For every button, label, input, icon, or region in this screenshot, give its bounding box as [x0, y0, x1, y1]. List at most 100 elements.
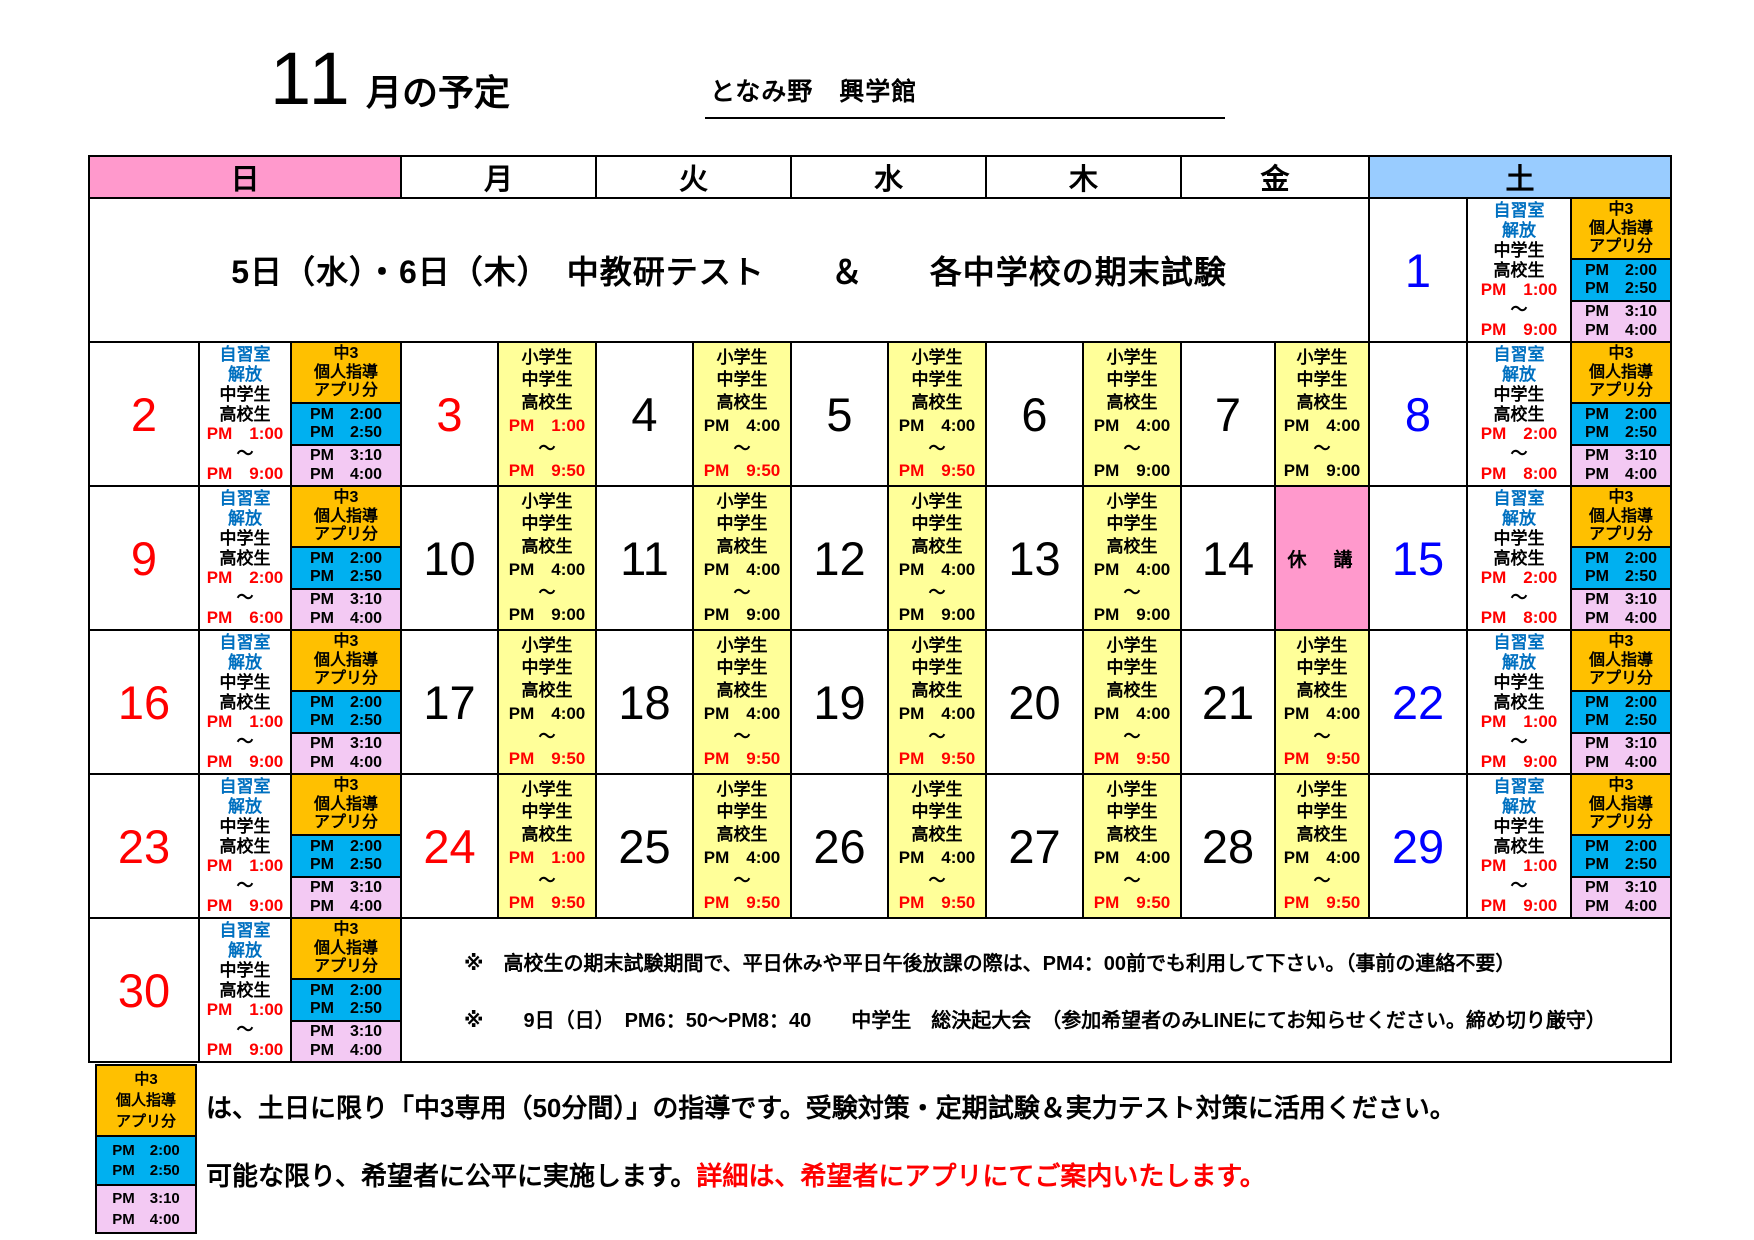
lesson-start-time: PM 4:00: [703, 703, 781, 723]
self-study-label: 中学生: [219, 816, 271, 836]
self-study-label: 中学生: [219, 528, 271, 548]
chu3-23-slot1-line: PM 2:50: [309, 856, 383, 874]
day-number-4: 4: [597, 343, 692, 485]
time-range-tilde: ～: [928, 438, 946, 458]
chu3-9-slot2: PM 3:10 PM 4:00: [292, 589, 400, 629]
self-study-schedule-22: 自習室 解放 中学生 高校生 PM 1:00 ～ PM 9:00: [1468, 631, 1570, 773]
chu3-2-header-line: 中3: [333, 344, 359, 362]
chu3-9-slot1-line: PM 2:50: [309, 568, 383, 586]
lesson-schedule-4: 小学生 中学生 高校生 PM 4:00 ～ PM 9:50: [694, 343, 790, 485]
self-study-label: 解放: [228, 508, 262, 528]
chu3-15-slot1: PM 2:00 PM 2:50: [1572, 548, 1670, 588]
self-study-end-time: PM 6:00: [206, 608, 284, 628]
time-range-tilde: ～: [733, 726, 751, 746]
weekday-header-tue: 火: [597, 157, 790, 197]
chu3-30-header-line: 中3: [333, 920, 359, 938]
lesson-end-time: PM 9:50: [898, 893, 976, 913]
day-number-27: 27: [987, 775, 1082, 917]
lesson-label: 小学生: [1106, 347, 1158, 367]
note-line-2: ※ 9日（日） PM6：50～PM8：40 中学生 総決起大会 （参加希望者のみ…: [464, 1010, 1606, 1032]
time-range-tilde: ～: [1123, 726, 1141, 746]
lesson-label: 中学生: [1296, 802, 1348, 822]
lesson-start-time: PM 4:00: [898, 415, 976, 435]
lesson-start-time: PM 1:00: [508, 847, 586, 867]
lesson-label: 高校生: [716, 537, 768, 557]
chu3-29-header-line: アプリ分: [1588, 814, 1653, 832]
month-number: 11: [270, 37, 353, 120]
lesson-start-time: PM 4:00: [703, 559, 781, 579]
self-study-label: 中学生: [219, 960, 271, 980]
chu3-9-header-line: 個人指導: [313, 507, 378, 525]
lesson-end-time: PM 9:50: [508, 461, 586, 481]
chu3-30-slot1: PM 2:00 PM 2:50: [292, 980, 400, 1020]
lesson-end-time: PM 9:00: [898, 605, 976, 625]
lesson-start-time: PM 4:00: [508, 703, 586, 723]
chu3-2-slot2-line: PM 4:00: [309, 465, 383, 483]
self-study-schedule-15: 自習室 解放 中学生 高校生 PM 2:00 ～ PM 8:00: [1468, 487, 1570, 629]
chu3-23-header-line: 個人指導: [313, 795, 378, 813]
chu3-23-header: 中3 個人指導 アプリ分: [292, 775, 400, 835]
chu3-30-header-line: アプリ分: [313, 958, 378, 976]
day-number-16: 16: [90, 631, 198, 773]
chu3-15-slot2-line: PM 3:10: [1584, 591, 1658, 609]
time-range-tilde: ～: [1123, 870, 1141, 890]
chu3-app-schedule-16: 中3 個人指導 アプリ分 PM 2:00 PM 2:50 PM 3:10 PM 4:00: [292, 631, 400, 773]
self-study-start-time: PM 1:00: [1480, 280, 1558, 300]
lesson-label: 中学生: [1296, 370, 1348, 390]
chu3-16-slot2: PM 3:10 PM 4:00: [292, 733, 400, 773]
legend-header: 中3 個人指導 アプリ分: [97, 1066, 195, 1136]
lesson-label: 小学生: [521, 635, 573, 655]
chu3-8-slot2: PM 3:10 PM 4:00: [1572, 445, 1670, 485]
chu3-8-slot2-line: PM 4:00: [1584, 465, 1658, 483]
lesson-label: 高校生: [521, 393, 573, 413]
self-study-label: 中学生: [1493, 240, 1545, 260]
legend-explanation-black: 可能な限り、希望者に公平に実施します。: [206, 1161, 697, 1191]
lesson-start-time: PM 4:00: [1283, 847, 1361, 867]
chu3-22-header: 中3 個人指導 アプリ分: [1572, 631, 1670, 691]
lesson-label: 中学生: [521, 658, 573, 678]
weekday-header-sat: 土: [1370, 157, 1670, 197]
chu3-16-header-line: アプリ分: [313, 670, 378, 688]
chu3-30-header: 中3 個人指導 アプリ分: [292, 919, 400, 979]
lesson-label: 高校生: [1106, 825, 1158, 845]
lesson-label: 小学生: [911, 347, 963, 367]
lesson-schedule-3: 小学生 中学生 高校生 PM 1:00 ～ PM 9:50: [499, 343, 595, 485]
chu3-15-slot1-line: PM 2:00: [1584, 549, 1658, 567]
time-range-tilde: ～: [236, 1020, 254, 1040]
self-study-label: 中学生: [1493, 384, 1545, 404]
legend-slot2: PM 3:10 PM 4:00: [97, 1185, 195, 1232]
chu3-1-slot2-line: PM 4:00: [1584, 321, 1658, 339]
lesson-label: 小学生: [716, 635, 768, 655]
school-name: となみ野 興学館: [710, 78, 918, 106]
self-study-label: 中学生: [219, 384, 271, 404]
chu3-app-schedule-29: 中3 個人指導 アプリ分 PM 2:00 PM 2:50 PM 3:10 PM 4:00: [1572, 775, 1670, 917]
chu3-1-slot1-line: PM 2:50: [1584, 280, 1658, 298]
chu3-8-header: 中3 個人指導 アプリ分: [1572, 343, 1670, 403]
lesson-label: 小学生: [716, 491, 768, 511]
legend-header-line: 中3: [134, 1071, 158, 1089]
self-study-end-time: PM 8:00: [1480, 608, 1558, 628]
lesson-label: 高校生: [521, 825, 573, 845]
chu3-30-slot2: PM 3:10 PM 4:00: [292, 1021, 400, 1061]
lesson-schedule-19: 小学生 中学生 高校生 PM 4:00 ～ PM 9:50: [889, 631, 985, 773]
self-study-label: 中学生: [219, 672, 271, 692]
weekday-header-wed: 水: [792, 157, 985, 197]
chu3-23-header-line: 中3: [333, 776, 359, 794]
lesson-end-time: PM 9:00: [1283, 461, 1361, 481]
lesson-label: 高校生: [716, 681, 768, 701]
self-study-schedule-29: 自習室 解放 中学生 高校生 PM 1:00 ～ PM 9:00: [1468, 775, 1570, 917]
lesson-label: 小学生: [911, 491, 963, 511]
lesson-schedule-21: 小学生 中学生 高校生 PM 4:00 ～ PM 9:50: [1276, 631, 1368, 773]
legend-slot1: PM 2:00 PM 2:50: [97, 1137, 195, 1184]
self-study-schedule-30: 自習室 解放 中学生 高校生 PM 1:00 ～ PM 9:00: [200, 919, 290, 1061]
lesson-label: 中学生: [911, 514, 963, 534]
chu3-1-slot2-line: PM 3:10: [1584, 303, 1658, 321]
lesson-label: 小学生: [521, 779, 573, 799]
self-study-schedule-8: 自習室 解放 中学生 高校生 PM 2:00 ～ PM 8:00: [1468, 343, 1570, 485]
lesson-start-time: PM 4:00: [703, 415, 781, 435]
chu3-8-slot2-line: PM 3:10: [1584, 447, 1658, 465]
lesson-label: 高校生: [911, 537, 963, 557]
lesson-end-time: PM 9:50: [898, 749, 976, 769]
self-study-label: 自習室: [219, 920, 271, 940]
lesson-end-time: PM 9:00: [1093, 461, 1171, 481]
